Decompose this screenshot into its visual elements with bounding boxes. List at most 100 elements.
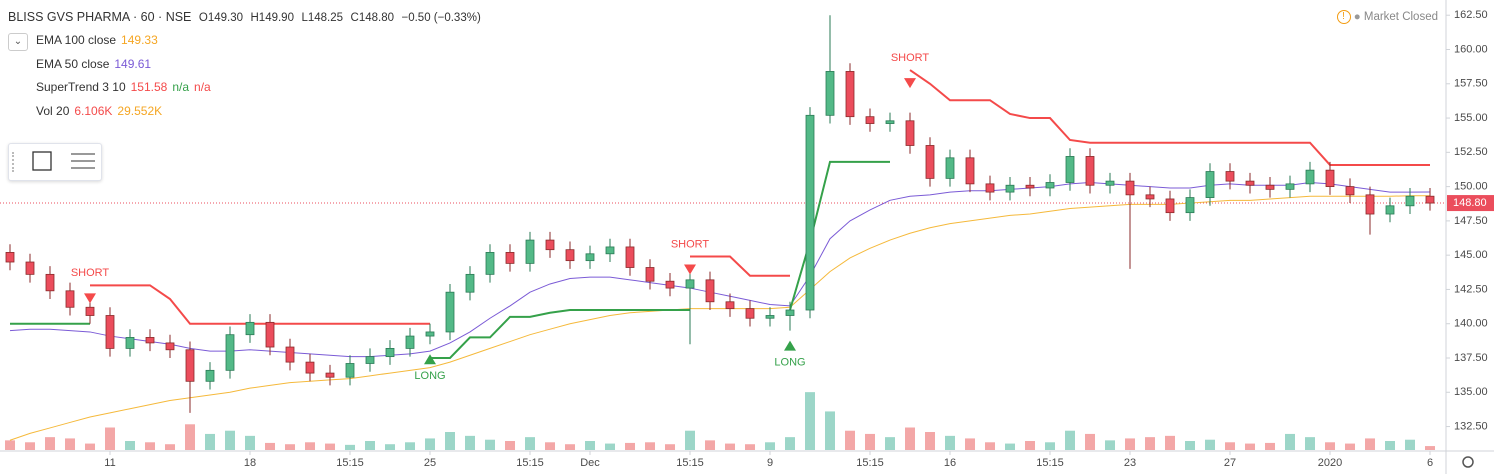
volume-bar [1065, 430, 1075, 450]
signal-arrow [784, 340, 796, 351]
status-text: Market Closed [1363, 11, 1438, 24]
x-tick-label: 25 [424, 457, 436, 469]
volume-bar [785, 437, 795, 450]
volume-bar [505, 441, 515, 450]
y-tick-label: 137.50 [1454, 352, 1488, 364]
candle-body [425, 331, 435, 337]
y-tick-label: 140.00 [1454, 318, 1488, 330]
candle-body [1325, 169, 1335, 188]
volume-bar [925, 432, 935, 450]
volume [5, 392, 1435, 450]
y-tick-label: 150.00 [1454, 181, 1488, 193]
candle-body [345, 363, 355, 378]
y-tick-label: 155.00 [1454, 112, 1488, 124]
volume-bar [305, 442, 315, 450]
y-tick-label: 160.00 [1454, 43, 1488, 55]
volume-bar [285, 444, 295, 450]
volume-bar [1125, 438, 1135, 450]
candle-body [1065, 156, 1075, 183]
volume-bar [365, 441, 375, 450]
candle-body [985, 183, 995, 193]
drag-handle[interactable] [12, 152, 17, 172]
toolbar-icons [32, 151, 95, 171]
settings-icon[interactable] [1462, 456, 1474, 468]
candle-body [585, 253, 595, 262]
warning-icon: ! [1336, 10, 1351, 24]
volume-bar [1245, 443, 1255, 450]
volume-bar [1425, 446, 1435, 450]
signal-arrow [684, 264, 696, 275]
candle-body [865, 116, 875, 124]
x-tick-label: 16 [944, 457, 956, 469]
volume-bar [45, 437, 55, 450]
candle-body [625, 246, 635, 268]
candle-body [525, 239, 535, 264]
candle-body [825, 71, 835, 116]
legend-name: EMA 50 close [36, 56, 110, 71]
legend-row: SuperTrend 3 10 151.58 n/a n/a [36, 80, 216, 94]
volume-bar [865, 433, 875, 450]
indicator-line [90, 284, 430, 325]
volume-bar [25, 442, 35, 450]
legend-value: 29.552K [117, 104, 163, 119]
volume-bar [885, 437, 895, 450]
volume-bar [1145, 437, 1155, 450]
candle-body [605, 246, 615, 255]
candle-body [905, 120, 915, 146]
candle-body [1105, 180, 1115, 186]
candle-body [205, 369, 215, 382]
volume-bar [745, 444, 755, 450]
volume-bar [245, 435, 255, 450]
candle-body [1145, 194, 1155, 200]
candle-body [445, 291, 455, 333]
gear[interactable] [1462, 456, 1474, 468]
volume-bar [685, 430, 695, 450]
candle-body [1305, 169, 1315, 185]
candle-body [665, 280, 675, 289]
candle-body [925, 145, 935, 179]
volume-bar [845, 430, 855, 450]
volume-bar [945, 435, 955, 450]
legend-value: 149.33 [121, 33, 158, 47]
rect-tool[interactable] [32, 151, 52, 171]
candle-body [785, 309, 795, 316]
candle-body [1385, 205, 1395, 215]
x-tick-label: 18 [244, 457, 256, 469]
drawing-toolbar [8, 143, 102, 181]
signal-label: SHORT [891, 52, 930, 64]
candle-body [685, 279, 695, 289]
candle-body [1225, 171, 1235, 182]
volume-bar [85, 443, 95, 450]
volume-bar [1385, 441, 1395, 450]
volume-bar [645, 442, 655, 450]
y-tick-label: 145.00 [1454, 249, 1488, 261]
volume-bar [985, 442, 995, 450]
signal-label: LONG [774, 356, 805, 368]
market-status: ! ● Market Closed [1336, 10, 1438, 24]
candle-body [225, 334, 235, 371]
indicator-line [430, 309, 690, 359]
volume-bar [1005, 443, 1015, 450]
candle-body [705, 279, 715, 303]
volume-bar [1045, 442, 1055, 450]
x-tick-label: 27 [1224, 457, 1236, 469]
volume-bar [825, 411, 835, 450]
change: −0.50 (−0.33%) [401, 12, 481, 24]
y-tick-label: 135.00 [1454, 386, 1488, 398]
candle-body [1205, 171, 1215, 198]
collapse-legend[interactable]: ⌄ [8, 33, 28, 51]
volume-bar [545, 442, 555, 450]
candle-body [325, 372, 335, 378]
candle-body [845, 71, 855, 118]
y-tick-label: 147.50 [1454, 215, 1488, 227]
volume-bar [465, 435, 475, 450]
candle-body [765, 315, 775, 319]
volume-bar [1285, 433, 1295, 450]
volume-bar [1265, 442, 1275, 450]
candle-body [185, 349, 195, 382]
volume-bar [405, 442, 415, 450]
volume-bar [1405, 439, 1415, 450]
candle-body [145, 337, 155, 344]
legend-row: EMA 100 close 149.33 [36, 33, 163, 47]
